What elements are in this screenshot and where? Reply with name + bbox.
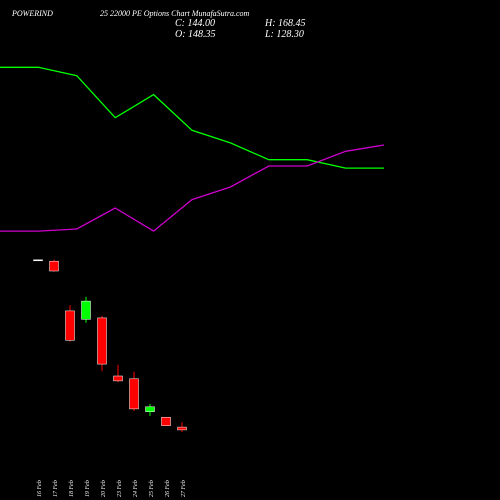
x-tick-label: 25 Feb (149, 480, 155, 497)
x-tick-label: 27 Feb (181, 480, 187, 497)
x-tick-label: 23 Feb (117, 480, 123, 497)
close-label: C: 144.00 (175, 18, 215, 29)
line-series (0, 144, 385, 232)
candle-body (65, 310, 75, 341)
candle-body (177, 426, 187, 431)
candle-body (49, 260, 59, 272)
candle-body (129, 378, 139, 410)
candle-body (161, 417, 171, 426)
x-tick-label: 20 Feb (101, 480, 107, 497)
candle-body (97, 317, 107, 365)
x-tick-label: 18 Feb (69, 480, 75, 497)
x-tick-label: 16 Feb (37, 480, 43, 497)
subtitle: 25 22000 PE Options Chart MunafaSutra.co… (100, 9, 250, 18)
x-tick-label: 17 Feb (53, 480, 59, 497)
candle-body (81, 300, 91, 320)
x-tick-label: 19 Feb (85, 480, 91, 497)
x-tick-label: 26 Feb (165, 480, 171, 497)
x-tick-label: 24 Feb (132, 480, 139, 497)
low-label: L: 128.30 (264, 29, 304, 40)
candle-body (113, 375, 123, 382)
symbol: POWERIND (11, 9, 53, 18)
candle-body (145, 406, 155, 412)
candle-body (33, 259, 43, 262)
open-label: O: 148.35 (175, 29, 216, 40)
high-label: H: 168.45 (264, 18, 306, 29)
line-series (0, 66, 384, 169)
